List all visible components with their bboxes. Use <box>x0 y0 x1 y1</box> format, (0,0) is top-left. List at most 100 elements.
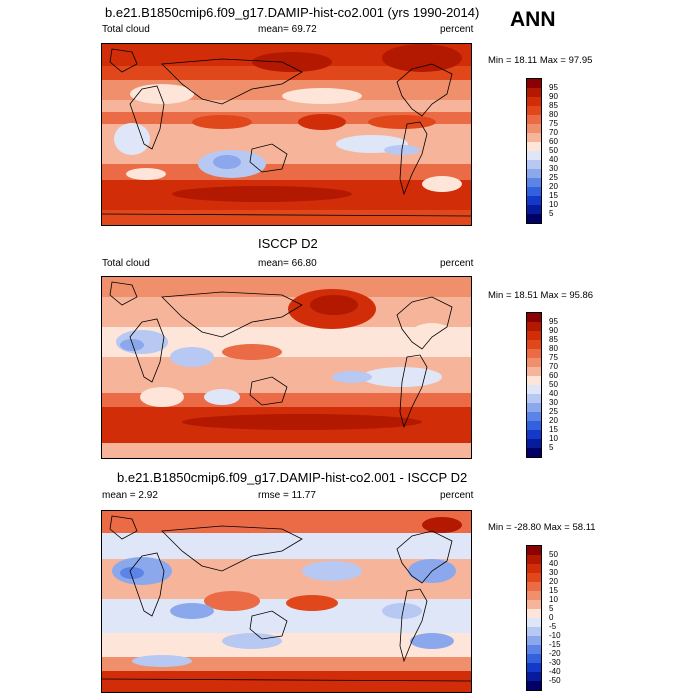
colorbar-swatch <box>527 142 541 151</box>
colorbar-swatch <box>527 573 541 582</box>
colorbar-swatch <box>527 151 541 160</box>
colorbar-tick-label: 50 <box>549 550 558 559</box>
colorbar-tick-label: 80 <box>549 344 558 353</box>
colorbar-swatch <box>527 627 541 636</box>
colorbar-tick-label: 30 <box>549 398 558 407</box>
colorbar-swatch <box>527 124 541 133</box>
panel1-units-label: percent <box>440 24 474 35</box>
colorbar-tick-label: 60 <box>549 137 558 146</box>
season-label: ANN <box>510 8 556 31</box>
colorbar-swatch <box>527 97 541 106</box>
colorbar-swatch <box>527 663 541 672</box>
colorbar-tick-label: 50 <box>549 146 558 155</box>
colorbar-swatch <box>527 331 541 340</box>
colorbar-tick-label: 80 <box>549 110 558 119</box>
colorbar-swatch <box>527 88 541 97</box>
colorbar-swatch <box>527 133 541 142</box>
panel3-map <box>101 510 472 693</box>
panel1-minmax: Min = 18.11 Max = 97.95 <box>488 55 593 66</box>
colorbar-swatch <box>527 600 541 609</box>
colorbar-tick-label: 95 <box>549 317 558 326</box>
colorbar-swatch <box>527 340 541 349</box>
colorbar-tick-label: 15 <box>549 425 558 434</box>
colorbar-tick-label: 5 <box>549 209 554 218</box>
colorbar-tick-label: 85 <box>549 335 558 344</box>
panel3-units-label: percent <box>440 490 474 501</box>
colorbar-tick-label: 20 <box>549 577 558 586</box>
colorbar-tick-label: 5 <box>549 443 554 452</box>
panel1-colorbar <box>526 78 542 224</box>
colorbar-tick-label: 75 <box>549 353 558 362</box>
colorbar-tick-label: -5 <box>549 622 557 631</box>
colorbar-swatch <box>527 448 541 457</box>
panel2-variable-label: Total cloud <box>102 258 150 269</box>
colorbar-swatch <box>527 79 541 88</box>
colorbar-swatch <box>527 439 541 448</box>
panel2-title: ISCCP D2 <box>258 236 318 251</box>
colorbar-tick-label: 70 <box>549 128 558 137</box>
colorbar-tick-label: 40 <box>549 389 558 398</box>
colorbar-tick-label: -50 <box>549 676 561 685</box>
colorbar-swatch <box>527 376 541 385</box>
colorbar-tick-label: 40 <box>549 155 558 164</box>
colorbar-tick-label: 60 <box>549 371 558 380</box>
colorbar-tick-label: 15 <box>549 586 558 595</box>
colorbar-tick-label: 70 <box>549 362 558 371</box>
colorbar-swatch <box>527 546 541 555</box>
colorbar-swatch <box>527 609 541 618</box>
colorbar-swatch <box>527 591 541 600</box>
colorbar-tick-label: 20 <box>549 416 558 425</box>
colorbar-tick-label: 40 <box>549 559 558 568</box>
colorbar-tick-label: 30 <box>549 568 558 577</box>
colorbar-swatch <box>527 187 541 196</box>
colorbar-swatch <box>527 645 541 654</box>
colorbar-swatch <box>527 430 541 439</box>
colorbar-swatch <box>527 385 541 394</box>
panel3-title: b.e21.B1850cmip6.f09_g17.DAMIP-hist-co2.… <box>117 470 468 485</box>
colorbar-swatch <box>527 421 541 430</box>
colorbar-swatch <box>527 672 541 681</box>
panel1-title: b.e21.B1850cmip6.f09_g17.DAMIP-hist-co2.… <box>105 5 480 20</box>
colorbar-swatch <box>527 178 541 187</box>
colorbar-swatch <box>527 115 541 124</box>
colorbar-tick-label: 10 <box>549 595 558 604</box>
colorbar-tick-label: 15 <box>549 191 558 200</box>
panel1-variable-label: Total cloud <box>102 24 150 35</box>
colorbar-swatch <box>527 618 541 627</box>
colorbar-swatch <box>527 214 541 223</box>
colorbar-tick-label: 20 <box>549 182 558 191</box>
panel2-minmax: Min = 18.51 Max = 95.86 <box>488 290 594 301</box>
colorbar-swatch <box>527 582 541 591</box>
panel3-mean-label: mean = 2.92 <box>102 490 158 501</box>
colorbar-swatch <box>527 160 541 169</box>
colorbar-tick-label: 10 <box>549 434 558 443</box>
colorbar-swatch <box>527 169 541 178</box>
colorbar-swatch <box>527 636 541 645</box>
colorbar-tick-label: 85 <box>549 101 558 110</box>
colorbar-swatch <box>527 564 541 573</box>
colorbar-tick-label: 10 <box>549 200 558 209</box>
colorbar-tick-label: 50 <box>549 380 558 389</box>
colorbar-tick-label: 0 <box>549 613 554 622</box>
panel3-colorbar <box>526 545 542 691</box>
colorbar-tick-label: 75 <box>549 119 558 128</box>
colorbar-tick-label: -10 <box>549 631 561 640</box>
colorbar-swatch <box>527 196 541 205</box>
colorbar-swatch <box>527 205 541 214</box>
colorbar-tick-label: 95 <box>549 83 558 92</box>
colorbar-tick-label: 90 <box>549 326 558 335</box>
panel1-map <box>101 43 472 226</box>
colorbar-tick-label: -40 <box>549 667 561 676</box>
colorbar-swatch <box>527 106 541 115</box>
panel2-map <box>101 276 472 459</box>
panel3-rmse-label: rmse = 11.77 <box>258 490 316 501</box>
panel2-mean-label: mean= 66.80 <box>258 258 317 269</box>
colorbar-tick-label: 25 <box>549 173 558 182</box>
colorbar-tick-label: 30 <box>549 164 558 173</box>
colorbar-tick-label: 25 <box>549 407 558 416</box>
colorbar-swatch <box>527 654 541 663</box>
colorbar-tick-label: -20 <box>549 649 561 658</box>
colorbar-tick-label: 5 <box>549 604 554 613</box>
panel2-units-label: percent <box>440 258 474 269</box>
colorbar-tick-label: -30 <box>549 658 561 667</box>
